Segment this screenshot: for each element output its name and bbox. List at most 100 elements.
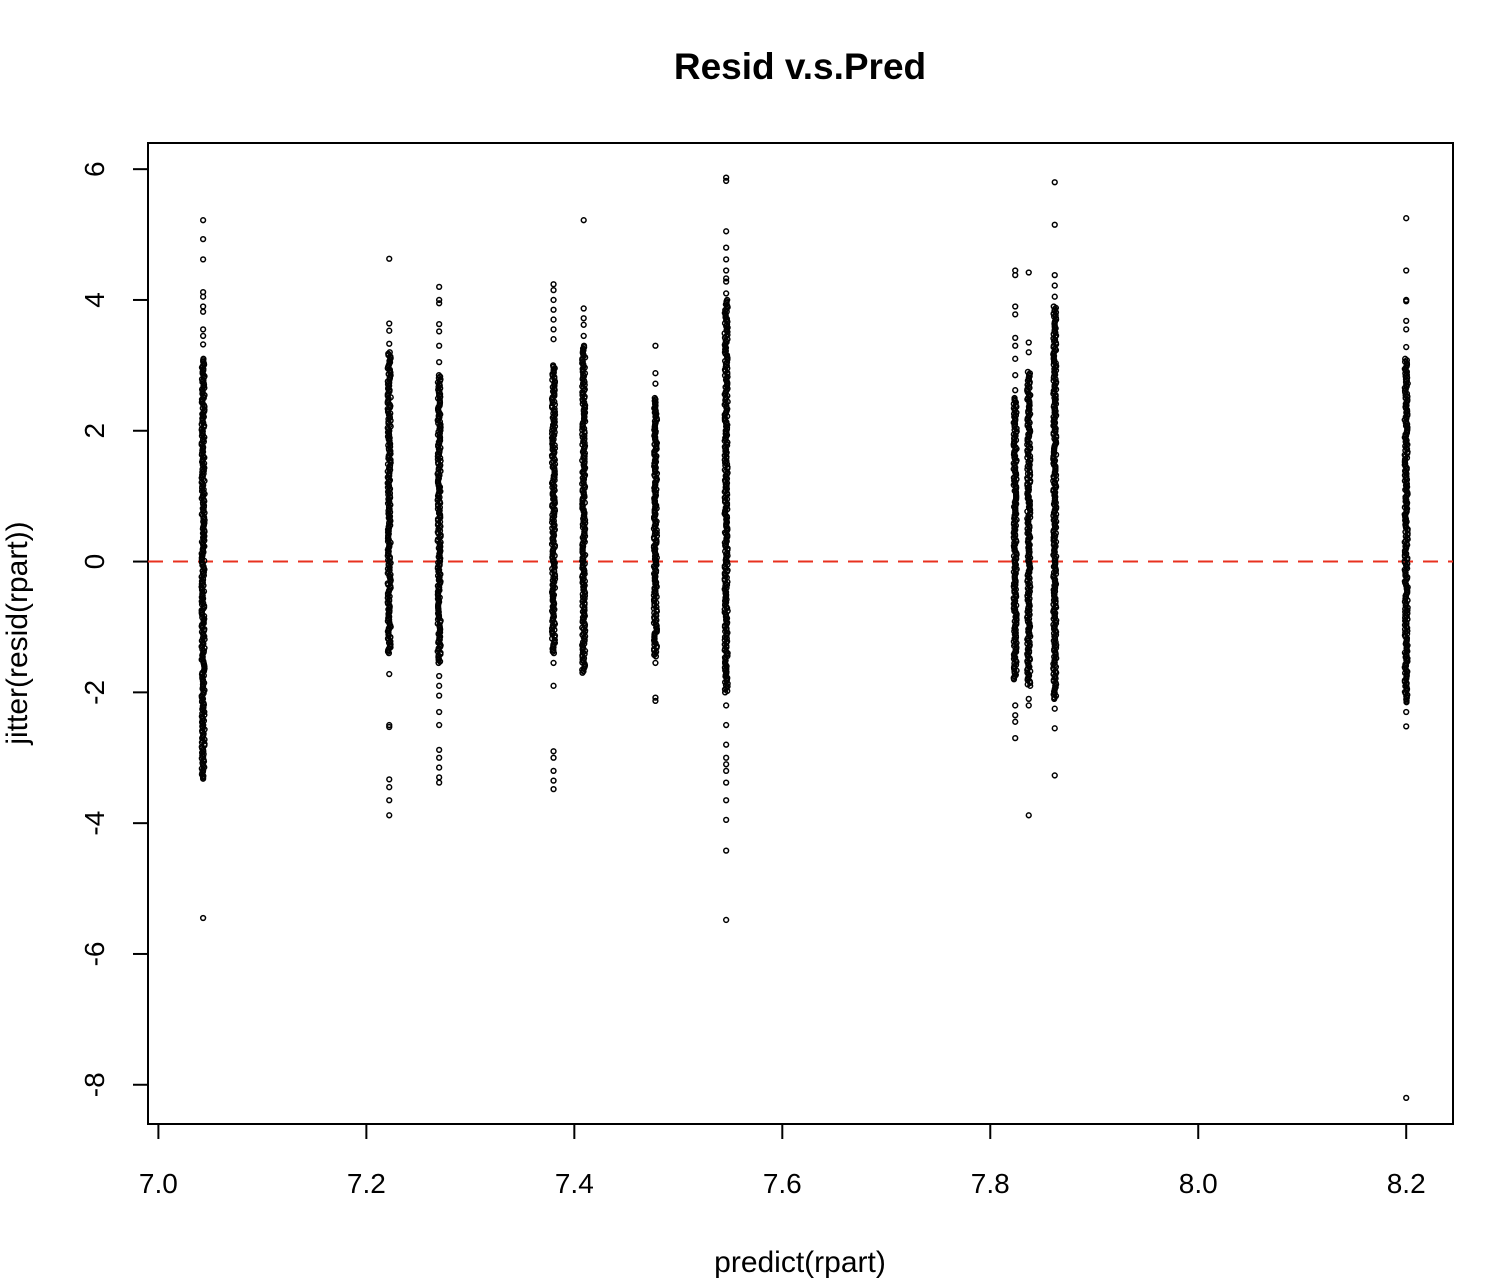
y-tick-label: -2 xyxy=(79,680,110,705)
data-point xyxy=(1051,221,1058,228)
data-point xyxy=(1012,712,1019,719)
data-point xyxy=(436,672,443,680)
y-tick-label: -6 xyxy=(79,942,110,967)
data-point xyxy=(549,362,557,369)
data-point xyxy=(550,326,557,333)
data-point xyxy=(723,290,730,297)
data-point xyxy=(1403,343,1410,351)
data-point xyxy=(436,764,443,771)
data-point xyxy=(1012,311,1019,318)
data-point xyxy=(386,327,393,334)
data-point xyxy=(1012,334,1019,342)
data-point xyxy=(386,797,393,804)
data-point xyxy=(580,321,587,328)
data-point xyxy=(199,326,207,333)
data-point xyxy=(1051,293,1058,300)
data-point xyxy=(1012,342,1019,349)
data-point xyxy=(550,296,557,304)
data-point xyxy=(723,702,730,709)
data-point xyxy=(436,300,443,307)
data-point xyxy=(723,754,730,761)
data-point xyxy=(436,296,443,304)
data-point xyxy=(580,332,587,340)
data-point xyxy=(1025,339,1032,346)
data-point xyxy=(199,293,207,300)
data-point xyxy=(550,306,557,313)
x-tick-label: 8.2 xyxy=(1387,1168,1426,1199)
data-point xyxy=(1012,372,1019,379)
data-point xyxy=(580,315,587,322)
data-point xyxy=(1403,723,1410,730)
data-point xyxy=(723,761,730,768)
data-point xyxy=(652,342,659,349)
data-point xyxy=(651,394,658,402)
x-axis: 7.0 7.2 7.4 7.6 7.8 8.0 8.2 xyxy=(139,1123,1426,1199)
data-point xyxy=(436,328,443,335)
x-axis-label: predict(rpart) xyxy=(714,1246,886,1279)
data-point xyxy=(436,358,443,366)
data-point xyxy=(550,316,557,323)
data-point xyxy=(724,296,731,304)
data-point xyxy=(436,342,443,349)
data-point xyxy=(723,228,730,235)
y-tick-label: 2 xyxy=(79,423,110,439)
x-tick-label: 7.8 xyxy=(971,1168,1010,1199)
data-point xyxy=(1024,368,1032,376)
data-point xyxy=(652,659,659,667)
data-point xyxy=(199,217,207,224)
data-point xyxy=(580,305,587,312)
data-point xyxy=(550,287,557,294)
data-point xyxy=(386,255,393,262)
data-point xyxy=(1012,734,1019,742)
data-point xyxy=(723,267,730,274)
chart-title: Resid v.s.Pred xyxy=(674,46,926,87)
data-point xyxy=(386,776,393,783)
data-point xyxy=(723,847,730,854)
data-point xyxy=(386,340,393,347)
data-point xyxy=(1051,179,1058,186)
data-point xyxy=(436,708,443,716)
data-point xyxy=(1051,725,1058,732)
data-point xyxy=(1025,695,1032,703)
data-point xyxy=(1403,326,1410,333)
data-point xyxy=(550,682,557,689)
data-point xyxy=(386,812,393,819)
data-point xyxy=(652,694,659,701)
data-point xyxy=(435,372,443,379)
data-point xyxy=(199,303,207,310)
data-point xyxy=(580,342,588,349)
x-tick-label: 7.6 xyxy=(763,1168,802,1199)
data-point xyxy=(199,332,207,340)
data-point xyxy=(199,914,207,922)
data-point xyxy=(723,256,730,263)
data-point xyxy=(550,786,557,793)
x-tick-label: 8.0 xyxy=(1179,1168,1218,1199)
data-point xyxy=(550,754,557,761)
y-axis: -8 -6 -4 -2 0 2 4 6 xyxy=(79,161,149,1097)
data-point xyxy=(723,721,730,729)
data-point xyxy=(436,754,443,761)
data-point xyxy=(436,746,443,754)
data-point xyxy=(199,308,207,315)
data-point xyxy=(1051,271,1058,279)
data-point xyxy=(1402,355,1409,362)
data-point xyxy=(436,774,443,781)
data-point xyxy=(1403,267,1410,274)
data-point xyxy=(723,916,730,924)
data-point xyxy=(1012,387,1019,394)
data-point xyxy=(199,256,207,263)
data-point xyxy=(1051,705,1058,712)
data-point xyxy=(1025,812,1032,819)
data-point xyxy=(436,283,443,291)
y-tick-label: 0 xyxy=(79,554,110,570)
data-point xyxy=(436,321,443,328)
plot-area xyxy=(147,142,1454,1125)
data-point xyxy=(652,370,659,377)
data-point xyxy=(723,779,730,786)
data-point xyxy=(723,244,730,251)
data-point xyxy=(723,174,730,181)
x-tick-label: 7.4 xyxy=(555,1168,594,1199)
data-point xyxy=(436,779,443,786)
data-point xyxy=(1025,702,1032,709)
